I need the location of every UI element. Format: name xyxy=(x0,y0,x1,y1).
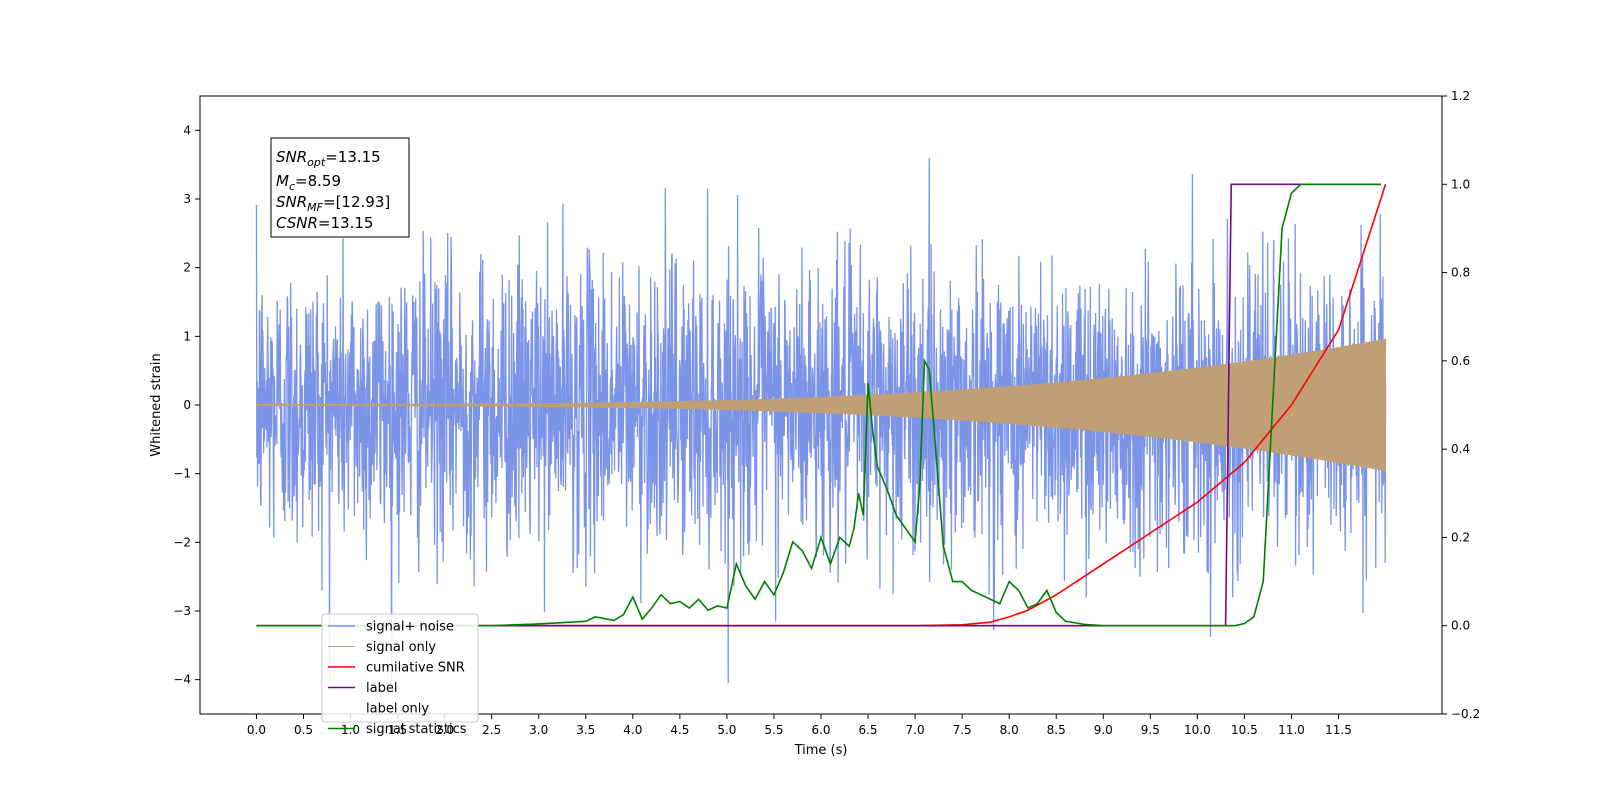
x-tick-label: 2.5 xyxy=(482,723,501,737)
x-tick-label: 4.0 xyxy=(623,723,642,737)
legend-label: signal statistics xyxy=(366,722,467,737)
legend-label: signal only xyxy=(366,640,436,655)
y2-tick-label: 0.0 xyxy=(1451,619,1470,633)
y2-tick-label: 0.2 xyxy=(1451,530,1470,544)
y-tick-label: −4 xyxy=(173,673,191,687)
x-tick-label: 0.5 xyxy=(294,723,313,737)
y-axis-right: −0.2 0.0 0.2 0.4 0.6 0.8 1.0 1.2 xyxy=(1442,89,1480,721)
x-tick-label: 5.5 xyxy=(764,723,783,737)
x-tick-label: 6.5 xyxy=(858,723,877,737)
y-tick-label: −1 xyxy=(173,467,191,481)
x-tick-label: 11.5 xyxy=(1325,723,1352,737)
series-line-5 xyxy=(256,183,1381,627)
x-tick-label: 9.5 xyxy=(1141,723,1160,737)
y-tick-label: 2 xyxy=(183,261,191,275)
x-tick-label: 4.5 xyxy=(670,723,689,737)
x-tick-label: 7.0 xyxy=(906,723,925,737)
stats-annotation-box: SNRopt=13.15 Mc=8.59 SNRMF=[12.93] CSNR=… xyxy=(270,137,410,238)
y-tick-label: 3 xyxy=(183,192,191,206)
legend: signal+ noise signal only cumilative SNR la… xyxy=(321,613,479,737)
y-tick-label: −2 xyxy=(173,535,191,549)
x-tick-label: 5.0 xyxy=(717,723,736,737)
x-tick-label: 0.0 xyxy=(247,723,266,737)
x-tick-label: 2.0 xyxy=(435,723,454,737)
annotation-line: CSNR=13.15 xyxy=(276,214,373,232)
y2-tick-label: 0.6 xyxy=(1451,354,1470,368)
y2-tick-label: 1.0 xyxy=(1451,177,1470,191)
x-tick-label: 3.5 xyxy=(576,723,595,737)
annotation-line: Mc=8.59 xyxy=(276,172,341,193)
y-axis-left: −4 −3 −2 −1 0 1 2 3 4 xyxy=(173,123,200,687)
series-line-2 xyxy=(256,184,1387,627)
annotation-line: SNRopt=13.15 xyxy=(276,148,381,169)
y-tick-label: 0 xyxy=(183,398,191,412)
y-tick-label: −3 xyxy=(173,604,191,618)
x-tick-label: 10.5 xyxy=(1231,723,1258,737)
x-tick-label: 9.0 xyxy=(1094,723,1113,737)
y2-tick-label: −0.2 xyxy=(1451,707,1480,721)
x-tick-label: 6.0 xyxy=(811,723,830,737)
annotation-line: SNRMF=[12.93] xyxy=(276,193,390,214)
x-axis-label: Time (s) xyxy=(794,743,848,758)
x-tick-label: 8.5 xyxy=(1047,723,1066,737)
y2-tick-label: 1.2 xyxy=(1451,89,1470,103)
y2-tick-label: 0.8 xyxy=(1451,266,1470,280)
x-tick-label: 10.0 xyxy=(1184,723,1211,737)
legend-label: cumilative SNR xyxy=(366,661,465,676)
plot-area xyxy=(255,157,1387,684)
y-axis-label: Whitened strain xyxy=(149,353,164,456)
y-tick-label: 4 xyxy=(183,123,191,137)
y-tick-label: 1 xyxy=(183,329,191,343)
x-axis: 0.0 0.5 1.0 1.5 2.0 2.5 3.0 3.5 4.0 4.5 5.0 5.5 6.0 6… xyxy=(247,714,1352,737)
x-tick-label: 1.5 xyxy=(388,723,407,737)
y2-tick-label: 0.4 xyxy=(1451,442,1470,456)
x-tick-label: 3.0 xyxy=(529,723,548,737)
legend-label: signal+ noise xyxy=(366,620,454,635)
series-line-signal xyxy=(255,338,1387,472)
x-tick-label: 7.5 xyxy=(953,723,972,737)
legend-label: label only xyxy=(366,702,429,717)
x-tick-label: 1.0 xyxy=(341,723,360,737)
x-tick-label: 11.0 xyxy=(1278,723,1305,737)
legend-label: label xyxy=(366,681,397,696)
x-tick-label: 8.0 xyxy=(1000,723,1019,737)
